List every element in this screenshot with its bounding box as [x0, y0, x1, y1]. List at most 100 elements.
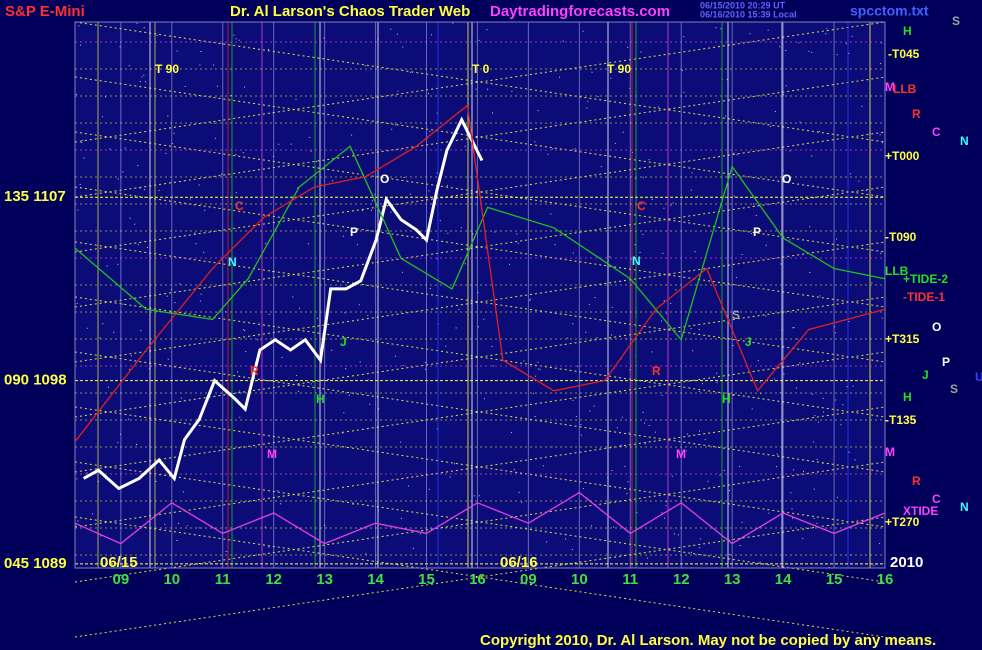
- dot: [757, 360, 759, 362]
- dot: [230, 94, 232, 96]
- x-tick-label: 11: [215, 571, 231, 588]
- dot: [117, 442, 119, 444]
- annotation: P: [942, 355, 950, 369]
- dot: [204, 209, 206, 211]
- dot: [719, 474, 721, 476]
- dot: [402, 46, 404, 48]
- dot: [475, 88, 477, 90]
- dot: [436, 428, 438, 430]
- dot: [317, 317, 319, 319]
- diagonal: [74, 131, 886, 253]
- dot: [880, 252, 882, 254]
- dot: [785, 85, 787, 87]
- dot: [822, 397, 824, 399]
- annotation: LLB: [893, 82, 917, 96]
- dot: [735, 276, 737, 278]
- dot: [267, 48, 269, 50]
- dot: [143, 27, 145, 29]
- dot: [332, 180, 334, 182]
- dot: [367, 379, 369, 381]
- dot: [685, 450, 687, 452]
- dot: [793, 327, 795, 329]
- dot: [698, 390, 700, 392]
- dot: [552, 148, 554, 150]
- dot: [492, 112, 494, 114]
- dot: [749, 33, 751, 35]
- dot: [213, 64, 215, 66]
- dot: [715, 27, 717, 29]
- dot: [779, 46, 781, 48]
- dot: [117, 178, 119, 180]
- dot: [572, 149, 574, 151]
- diagonal: [74, 351, 886, 473]
- dot: [109, 148, 111, 150]
- dot: [136, 443, 138, 445]
- dot: [164, 523, 166, 525]
- dot: [834, 332, 836, 334]
- dot: [699, 430, 701, 432]
- annotation: N: [632, 254, 641, 268]
- dot: [104, 96, 106, 98]
- annotation: N: [960, 500, 969, 514]
- dot: [509, 263, 511, 265]
- annotation: S: [950, 382, 958, 396]
- dot: [483, 318, 485, 320]
- dot: [537, 110, 539, 112]
- dot: [634, 244, 636, 246]
- x-tick-label: 11: [622, 571, 638, 588]
- dot: [577, 365, 579, 367]
- dot: [783, 94, 785, 96]
- dot: [661, 395, 663, 397]
- diagonal: [74, 461, 886, 583]
- dot: [521, 501, 523, 503]
- diagonal: [74, 406, 886, 528]
- dot: [851, 35, 853, 37]
- diagonal: [74, 516, 886, 638]
- dot: [264, 526, 266, 528]
- dot: [597, 95, 599, 97]
- dot: [596, 337, 598, 339]
- dot: [390, 28, 392, 30]
- annotation: J: [922, 368, 929, 382]
- annotation: T 90: [155, 62, 179, 76]
- annotation: 06/16/2010 15:39 Local: [700, 9, 797, 19]
- dot: [395, 124, 397, 126]
- dot: [718, 501, 720, 503]
- dot: [792, 517, 794, 519]
- dot: [580, 434, 582, 436]
- dot: [648, 424, 650, 426]
- dot: [484, 398, 486, 400]
- annotation: LLB: [885, 264, 909, 278]
- dot: [235, 192, 237, 194]
- dot: [671, 475, 673, 477]
- dot: [848, 451, 850, 453]
- dot: [310, 383, 312, 385]
- dot: [141, 76, 143, 78]
- dot: [803, 470, 805, 472]
- x-tick-label: 14: [775, 571, 792, 588]
- dot: [559, 76, 561, 78]
- dot: [834, 326, 836, 328]
- dot: [542, 465, 544, 467]
- dot: [295, 99, 297, 101]
- dot: [309, 136, 311, 138]
- dot: [539, 369, 541, 371]
- dot: [550, 213, 552, 215]
- dot: [729, 554, 731, 556]
- dot: [345, 368, 347, 370]
- dot: [400, 517, 402, 519]
- dot: [173, 70, 175, 72]
- series-line: [74, 104, 886, 443]
- dot: [367, 315, 369, 317]
- dot: [478, 495, 480, 497]
- dot: [198, 527, 200, 529]
- dot: [538, 368, 540, 370]
- dot: [692, 350, 694, 352]
- dot: [510, 432, 512, 434]
- dot: [562, 40, 564, 42]
- dot: [166, 295, 168, 297]
- diagonal: [74, 76, 886, 198]
- dot: [798, 42, 800, 44]
- dot: [200, 293, 202, 295]
- dot: [699, 538, 701, 540]
